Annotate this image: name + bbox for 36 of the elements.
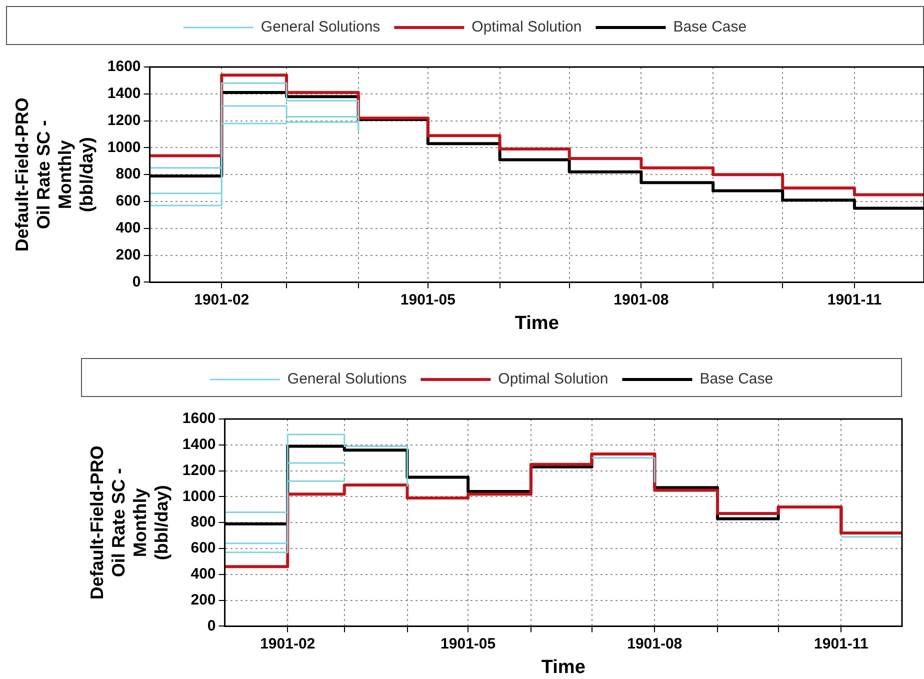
y-tick-label: 1000: [182, 488, 216, 505]
y-tick-label: 1600: [182, 410, 216, 428]
legend-label: Optimal Solution: [498, 370, 608, 388]
x-axis-title: Time: [541, 656, 586, 678]
y-tick-label: 1200: [182, 462, 216, 479]
x-tick-label: 1901-05: [440, 635, 496, 652]
x-axis-title: Time: [514, 312, 559, 334]
y-tick-label: 800: [116, 166, 141, 183]
legend-label: General Solutions: [287, 370, 407, 388]
y-tick-label: 400: [116, 220, 141, 237]
y-tick-label: 600: [116, 192, 141, 210]
x-tick-label: 1901-11: [827, 291, 882, 308]
x-tick-label: 1901-08: [627, 635, 682, 652]
x-tick-label: 1901-11: [814, 635, 868, 652]
y-axis-title: Default-Field-PRO Oil Rate SC - Monthly (bbl/day): [86, 446, 172, 600]
y-axis-title: Default-Field-PRO Oil Rate SC - Monthly (bbl/day): [12, 98, 97, 252]
y-tick-label: 1400: [107, 85, 141, 102]
y-tick-label: 200: [116, 246, 141, 264]
y-tick-label: 0: [132, 273, 141, 290]
y-tick-label: 1000: [107, 138, 141, 156]
legend-label: Optimal Solution: [472, 18, 582, 36]
x-tick-label: 1901-02: [260, 635, 316, 652]
x-tick-label: 1901-08: [614, 291, 669, 308]
y-tick-label: 0: [207, 617, 216, 634]
y-tick-label: 800: [190, 514, 216, 531]
legend-label: Base Case: [700, 370, 774, 388]
y-tick-label: 400: [190, 566, 216, 583]
legend-label: General Solutions: [260, 18, 380, 36]
y-tick-label: 200: [190, 591, 216, 608]
y-tick-label: 1200: [107, 112, 141, 129]
y-tick-label: 1600: [107, 58, 141, 76]
x-tick-label: 1901-05: [400, 291, 456, 308]
y-tick-label: 1400: [182, 436, 216, 454]
x-tick-label: 1901-02: [194, 291, 250, 308]
legend-label: Base Case: [673, 18, 747, 36]
y-tick-label: 600: [190, 540, 216, 557]
